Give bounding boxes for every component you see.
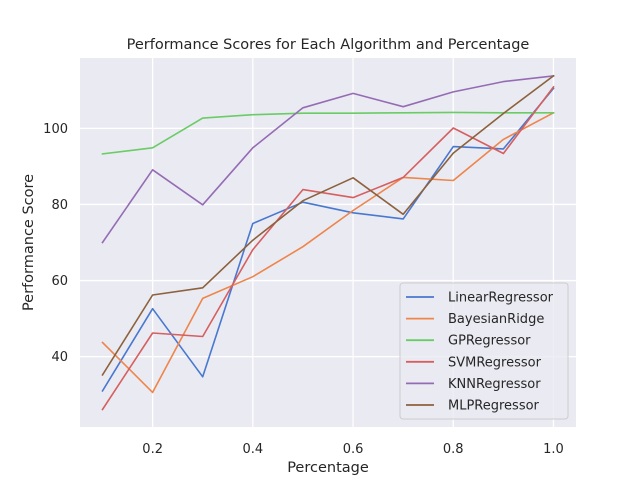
x-axis-label: Percentage	[287, 460, 369, 476]
y-tick-label: 60	[51, 274, 68, 289]
y-tick-labels: 40 60 80 100	[43, 122, 68, 365]
series-line-bayesianridge	[101, 111, 555, 394]
x-tick-label: 0.8	[443, 442, 464, 457]
y-tick-label: 80	[51, 198, 68, 213]
y-tick-label: 100	[43, 122, 68, 137]
legend-label: LinearRegressor	[448, 291, 554, 306]
legend-item-mlpregressor: MLPRegressor	[406, 399, 540, 414]
x-tick-labels: 0.2 0.4 0.6 0.8 1.0	[142, 442, 563, 457]
chart-title: Performance Scores for Each Algorithm an…	[127, 37, 530, 53]
series-line-linearregressor	[101, 87, 555, 392]
legend-item-knnregressor: KNNRegressor	[406, 377, 541, 392]
legend-item-gpregressor: GPRegressor	[406, 334, 531, 349]
legend-item-linearregressor: LinearRegressor	[406, 291, 554, 306]
series-line-gpregressor	[101, 111, 555, 155]
legend-item-svmregressor: SVMRegressor	[406, 355, 542, 370]
x-tick-label: 0.4	[243, 442, 264, 457]
legend-label: BayesianRidge	[448, 312, 544, 327]
legend-item-bayesianridge: BayesianRidge	[406, 312, 544, 327]
series-line-svmregressor	[101, 85, 555, 411]
x-tick-label: 0.2	[142, 442, 163, 457]
legend-box	[399, 282, 569, 420]
series-lines	[101, 74, 555, 411]
x-tick-label: 1.0	[543, 442, 564, 457]
legend-items: LinearRegressor BayesianRidge GPRegressor S…	[406, 291, 554, 414]
legend: LinearRegressor BayesianRidge GPRegressor S…	[399, 282, 569, 420]
x-tick-label: 0.6	[343, 442, 364, 457]
series-line-mlpregressor	[101, 74, 555, 377]
legend-label: MLPRegressor	[448, 399, 540, 414]
y-axis-label: Performance Score	[21, 174, 37, 311]
series-line-knnregressor	[101, 75, 555, 244]
legend-label: SVMRegressor	[448, 355, 542, 370]
legend-label: KNNRegressor	[448, 377, 541, 392]
legend-label: GPRegressor	[448, 334, 531, 349]
y-tick-label: 40	[51, 350, 68, 365]
